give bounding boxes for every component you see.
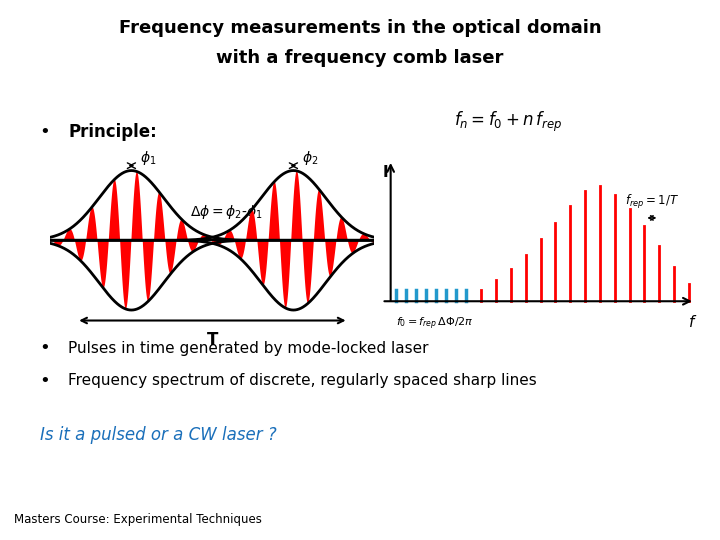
Text: Is it a pulsed or a CW laser ?: Is it a pulsed or a CW laser ? <box>40 426 276 444</box>
Text: Masters Course: Experimental Techniques: Masters Course: Experimental Techniques <box>14 514 262 526</box>
Text: Frequency spectrum of discrete, regularly spaced sharp lines: Frequency spectrum of discrete, regularl… <box>68 373 537 388</box>
Text: with a frequency comb laser: with a frequency comb laser <box>216 49 504 66</box>
Text: $\Delta\phi = \phi_2\text{-}\phi_1$: $\Delta\phi = \phi_2\text{-}\phi_1$ <box>190 204 263 221</box>
Text: Frequency measurements in the optical domain: Frequency measurements in the optical do… <box>119 19 601 37</box>
Text: •: • <box>40 123 50 141</box>
Text: •: • <box>40 339 50 357</box>
Text: •: • <box>40 372 50 390</box>
Text: Principle:: Principle: <box>68 123 157 141</box>
Text: Pulses in time generated by mode-locked laser: Pulses in time generated by mode-locked … <box>68 341 429 356</box>
Text: $\phi_2$: $\phi_2$ <box>302 149 318 167</box>
Text: T: T <box>207 332 218 349</box>
Text: $\phi_1$: $\phi_1$ <box>140 149 156 167</box>
Text: $f_n=f_0 + n\,f_{rep}$: $f_n=f_0 + n\,f_{rep}$ <box>454 110 562 133</box>
